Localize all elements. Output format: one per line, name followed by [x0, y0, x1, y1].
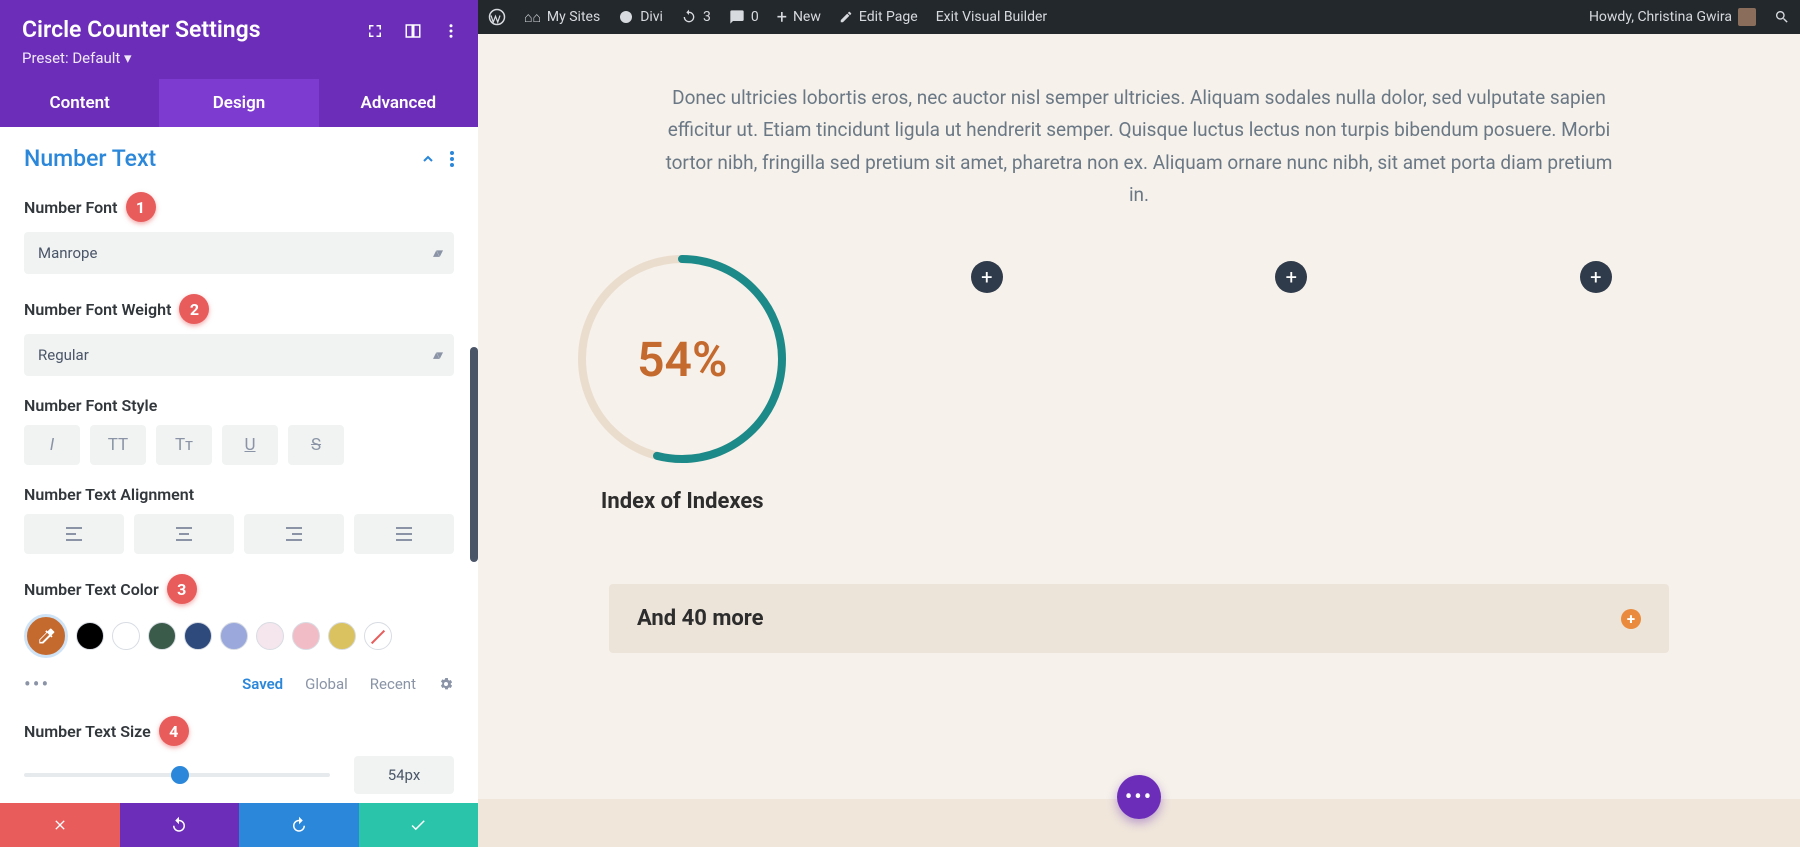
- wp-logo-icon[interactable]: [488, 8, 506, 26]
- more-colors-icon[interactable]: •••: [24, 672, 50, 696]
- tab-content[interactable]: Content: [0, 79, 159, 127]
- align-center-button[interactable]: [134, 514, 234, 554]
- swatch-blush[interactable]: [256, 622, 284, 650]
- footer-buttons: [0, 803, 478, 847]
- tab-advanced[interactable]: Advanced: [319, 79, 478, 127]
- swatch-none[interactable]: [364, 622, 392, 650]
- section-kebab-icon[interactable]: [450, 151, 454, 167]
- chevron-updown-icon: ▴▾: [433, 348, 440, 363]
- swatch-tab-recent[interactable]: Recent: [370, 675, 416, 693]
- font-weight-select[interactable]: Regular▴▾: [24, 334, 454, 376]
- swatch-tab-global[interactable]: Global: [305, 675, 348, 693]
- builder-fab-button[interactable]: •••: [1117, 775, 1161, 819]
- collapse-icon[interactable]: [420, 151, 436, 167]
- font-select[interactable]: Manrope▴▾: [24, 232, 454, 274]
- search-icon[interactable]: [1774, 9, 1790, 25]
- tab-design[interactable]: Design: [159, 79, 318, 127]
- swatch-tabs: ••• Saved Global Recent: [24, 672, 454, 696]
- settings-tabs: Content Design Advanced: [0, 79, 478, 127]
- my-sites-link[interactable]: ⌂⌂My Sites: [524, 9, 600, 26]
- section-title[interactable]: Number Text: [24, 145, 156, 172]
- swatch-white[interactable]: [112, 622, 140, 650]
- align-left-button[interactable]: [24, 514, 124, 554]
- preset-selector[interactable]: Preset: Default ▾: [22, 49, 456, 67]
- save-button[interactable]: [359, 803, 479, 847]
- size-value-input[interactable]: 54px: [354, 756, 454, 794]
- undo-button[interactable]: [120, 803, 240, 847]
- style-smallcaps-button[interactable]: Tᴛ: [156, 425, 212, 465]
- swatch-pink[interactable]: [292, 622, 320, 650]
- label-text-color: Number Text Color 3: [24, 574, 454, 604]
- chevron-updown-icon: ▴▾: [433, 246, 440, 261]
- main-preview: ⌂⌂My Sites Divi 3 0 +New Edit Page Exit …: [478, 0, 1800, 847]
- label-text-alignment: Number Text Alignment: [24, 485, 454, 504]
- swatch-periwinkle[interactable]: [220, 622, 248, 650]
- swatch-black[interactable]: [76, 622, 104, 650]
- alignment-buttons: [24, 514, 454, 554]
- callout-badge-3: 3: [167, 574, 197, 604]
- circle-counter-label: Index of Indexes: [601, 489, 764, 514]
- callout-badge-2: 2: [179, 294, 209, 324]
- counter-row: 54% Index of Indexes + + +: [548, 249, 1730, 514]
- callout-badge-4: 4: [159, 716, 189, 746]
- label-number-font-weight: Number Font Weight 2: [24, 294, 454, 324]
- label-number-font: Number Font 1: [24, 192, 454, 222]
- kebab-icon[interactable]: [442, 22, 460, 40]
- close-button[interactable]: [0, 803, 120, 847]
- label-text-size: Number Text Size 4: [24, 716, 454, 746]
- edit-page-link[interactable]: Edit Page: [839, 9, 918, 25]
- columns-icon[interactable]: [404, 22, 422, 40]
- new-link[interactable]: +New: [777, 7, 821, 28]
- exit-visual-builder-link[interactable]: Exit Visual Builder: [936, 9, 1047, 25]
- swatch-green[interactable]: [148, 622, 176, 650]
- settings-body: Number Text Number Font 1 Manrope▴▾ Numb…: [0, 127, 478, 803]
- size-slider[interactable]: [24, 765, 330, 785]
- add-module-button[interactable]: +: [971, 261, 1003, 293]
- intro-paragraph: Donec ultricies lobortis eros, nec aucto…: [664, 82, 1614, 211]
- style-uppercase-button[interactable]: TT: [90, 425, 146, 465]
- settings-sidebar: Circle Counter Settings Preset: Default …: [0, 0, 478, 847]
- color-swatch-row: [24, 614, 454, 658]
- howdy-user[interactable]: Howdy, Christina Gwira: [1589, 8, 1756, 26]
- slider-thumb[interactable]: [171, 766, 189, 784]
- style-strike-button[interactable]: S: [288, 425, 344, 465]
- divi-link[interactable]: Divi: [618, 9, 663, 25]
- style-underline-button[interactable]: U: [222, 425, 278, 465]
- expand-icon[interactable]: [366, 22, 384, 40]
- wp-adminbar: ⌂⌂My Sites Divi 3 0 +New Edit Page Exit …: [478, 0, 1800, 34]
- align-right-button[interactable]: [244, 514, 344, 554]
- and-more-toggle[interactable]: And 40 more +: [609, 584, 1669, 653]
- label-number-font-style: Number Font Style: [24, 396, 454, 415]
- add-module-button[interactable]: +: [1580, 261, 1612, 293]
- comments-link[interactable]: 0: [729, 9, 759, 25]
- style-italic-button[interactable]: I: [24, 425, 80, 465]
- align-justify-button[interactable]: [354, 514, 454, 554]
- redo-button[interactable]: [239, 803, 359, 847]
- add-module-button[interactable]: +: [1275, 261, 1307, 293]
- swatch-gold[interactable]: [328, 622, 356, 650]
- swatch-tab-saved[interactable]: Saved: [242, 675, 283, 693]
- scrollbar-thumb[interactable]: [470, 347, 478, 562]
- swatch-settings-icon[interactable]: [438, 676, 454, 692]
- sidebar-header: Circle Counter Settings Preset: Default …: [0, 0, 478, 79]
- circle-counter-number: 54%: [572, 249, 792, 469]
- font-style-buttons: I TT Tᴛ U S: [24, 425, 454, 465]
- avatar: [1738, 8, 1756, 26]
- swatch-navy[interactable]: [184, 622, 212, 650]
- updates-link[interactable]: 3: [681, 9, 711, 25]
- callout-badge-1: 1: [126, 192, 156, 222]
- page-content: Donec ultricies lobortis eros, nec aucto…: [478, 34, 1800, 847]
- color-picker-button[interactable]: [24, 614, 68, 658]
- expand-icon: +: [1621, 609, 1641, 629]
- circle-counter-module[interactable]: 54% Index of Indexes: [548, 249, 817, 514]
